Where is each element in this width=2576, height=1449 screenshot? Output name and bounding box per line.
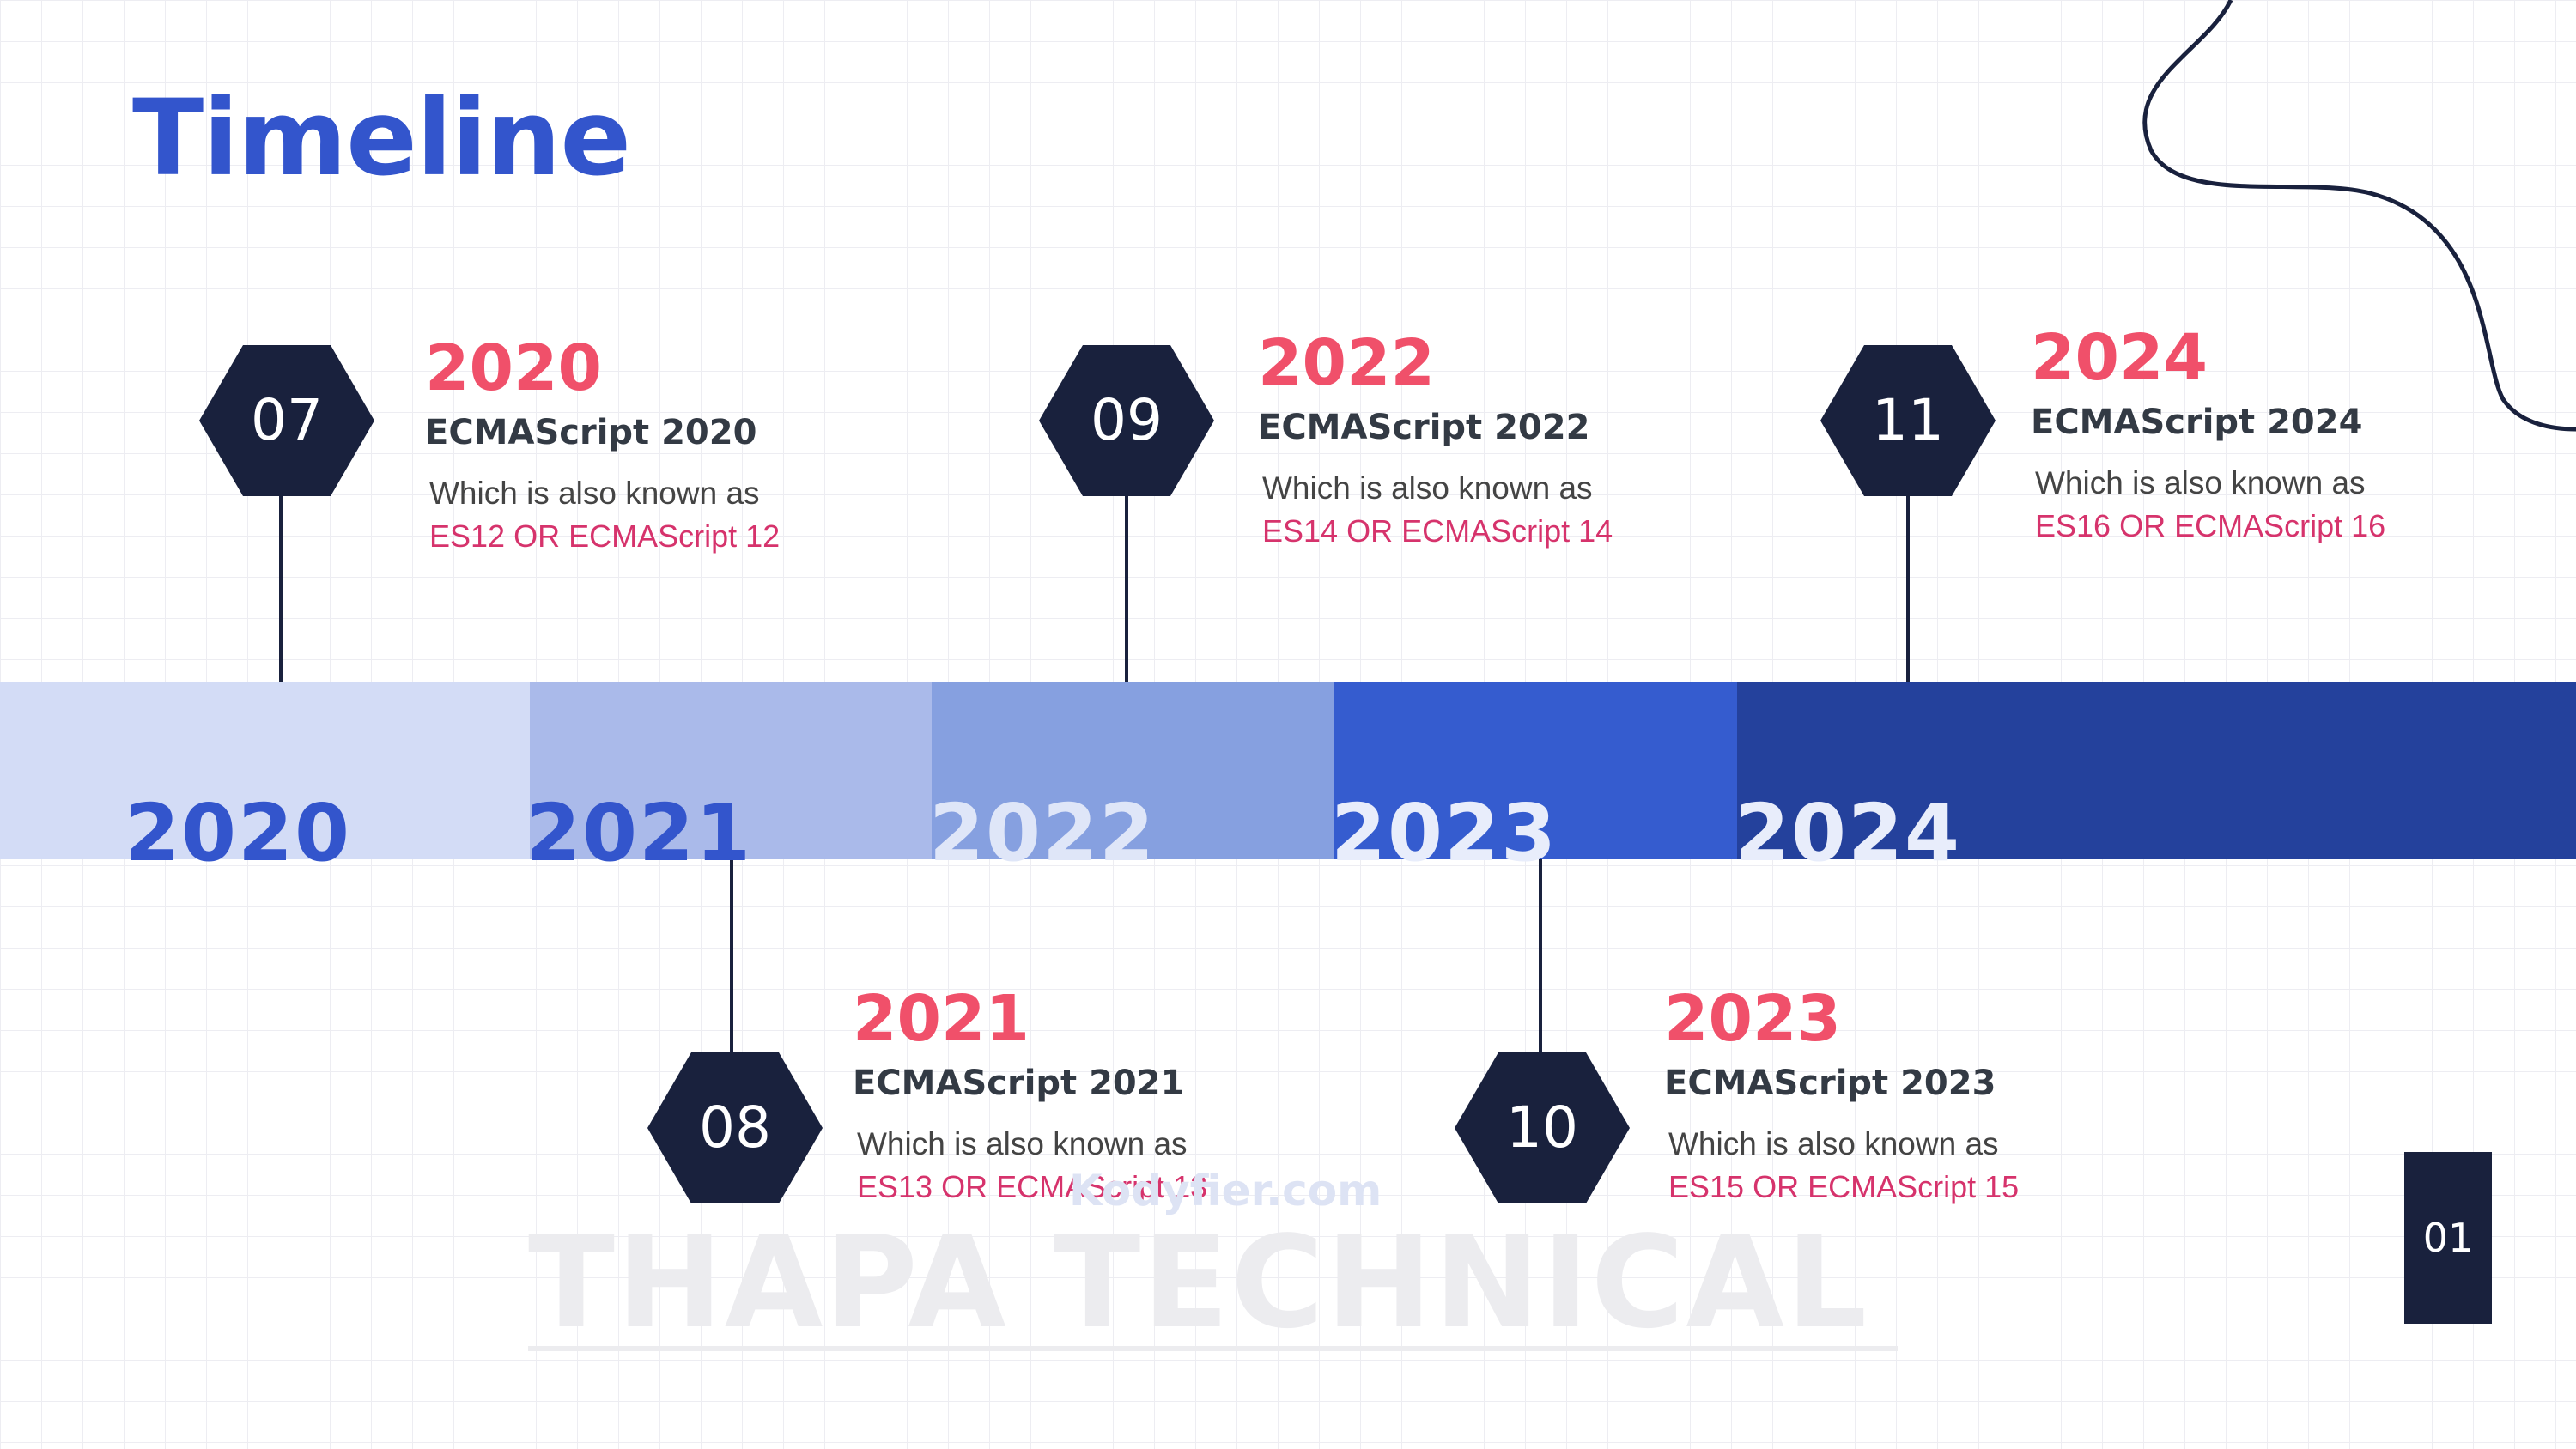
watermark-small: Kodyfier.com — [1069, 1166, 1382, 1216]
band-segment-2022 — [932, 682, 1334, 859]
milestone-description: Which is also known as — [429, 476, 760, 511]
watermark: THAPA TECHNICAL — [528, 1209, 1869, 1356]
milestone-card-2022: 2022 ECMAScript 2022 Which is also known… — [1258, 331, 1704, 547]
hexagon-number: 10 — [1506, 1094, 1578, 1161]
milestone-year: 2024 — [2031, 321, 2208, 395]
milestone-year: 2022 — [1258, 326, 1435, 400]
connector-2023 — [1539, 859, 1542, 1057]
milestone-name: ECMAScript 2022 — [1258, 408, 1590, 447]
milestone-year: 2020 — [425, 331, 602, 405]
band-segment-2020 — [0, 682, 530, 859]
hexagon-08: 08 — [647, 1052, 823, 1203]
band-year-2022: 2022 — [929, 787, 1157, 879]
milestone-alias: ES16 OR ECMAScript 16 — [2035, 508, 2386, 543]
hexagon-number: 08 — [699, 1094, 771, 1161]
connector-2020 — [279, 489, 283, 682]
slide-title: Timeline — [132, 77, 631, 199]
milestone-description: Which is also known as — [2035, 465, 2366, 500]
milestone-year: 2021 — [853, 982, 1030, 1056]
hexagon-number: 11 — [1872, 387, 1944, 453]
band-year-2020: 2020 — [125, 787, 352, 879]
milestone-alias: ES15 OR ECMAScript 15 — [1668, 1169, 2020, 1204]
milestone-name: ECMAScript 2020 — [425, 413, 757, 452]
hexagon-number: 07 — [251, 387, 323, 453]
band-year-2023: 2023 — [1331, 787, 1558, 879]
milestone-card-2024: 2024 ECMAScript 2024 Which is also known… — [2031, 326, 2477, 542]
milestone-card-2020: 2020 ECMAScript 2020 Which is also known… — [425, 336, 872, 552]
milestone-alias: ES12 OR ECMAScript 12 — [429, 518, 781, 554]
hexagon-10: 10 — [1455, 1052, 1630, 1203]
band-segment-2021 — [530, 682, 932, 859]
band-segment-2024 — [1737, 682, 2576, 859]
page-number: 01 — [2404, 1152, 2492, 1324]
connector-2021 — [730, 859, 733, 1057]
milestone-name: ECMAScript 2023 — [1664, 1064, 1996, 1103]
milestone-year: 2023 — [1664, 982, 1841, 1056]
milestone-alias: ES13 OR ECMAScript 13 — [857, 1169, 1208, 1204]
band-segment-2023 — [1334, 682, 1737, 859]
connector-2022 — [1125, 489, 1128, 682]
milestone-description: Which is also known as — [1262, 470, 1593, 506]
band-year-2024: 2024 — [1735, 787, 1962, 879]
milestone-description: Which is also known as — [857, 1126, 1188, 1161]
watermark-underline — [528, 1346, 1898, 1351]
connector-2024 — [1906, 489, 1910, 682]
milestone-description: Which is also known as — [1668, 1126, 1999, 1161]
milestone-name: ECMAScript 2021 — [853, 1064, 1185, 1103]
band-year-2021: 2021 — [526, 787, 753, 879]
hexagon-number: 09 — [1091, 387, 1163, 453]
milestone-name: ECMAScript 2024 — [2031, 403, 2363, 442]
milestone-card-2023: 2023 ECMAScript 2023 Which is also known… — [1664, 987, 2111, 1203]
milestone-card-2021: 2021 ECMAScript 2021 Which is also known… — [853, 987, 1299, 1203]
milestone-alias: ES14 OR ECMAScript 14 — [1262, 513, 1613, 549]
